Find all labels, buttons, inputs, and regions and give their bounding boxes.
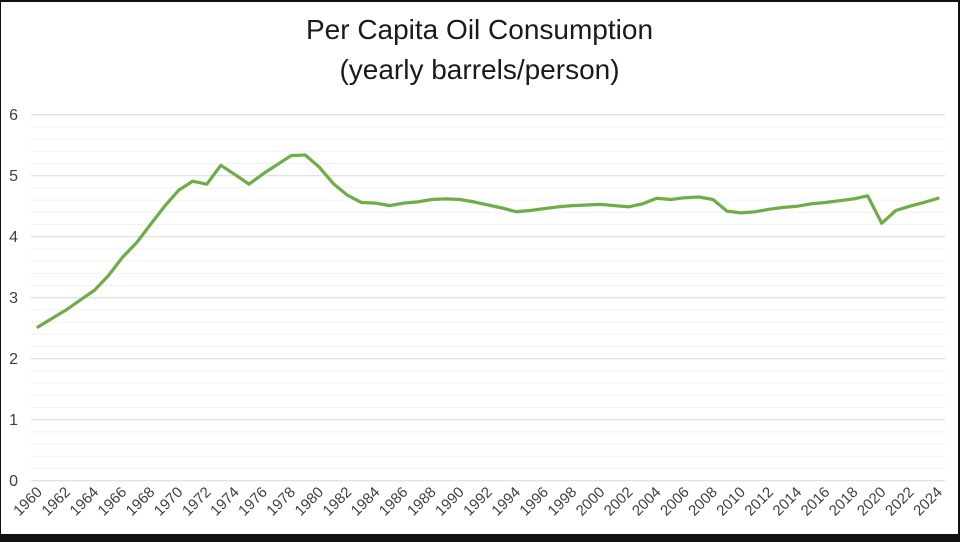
x-tick-label: 2010 [713, 484, 749, 520]
x-tick-label: 1976 [235, 484, 271, 520]
x-tick-label: 1974 [207, 484, 243, 520]
chart-canvas: 0 1 2 3 4 5 6 196019621964196619681970197219741… [9, 107, 946, 520]
x-tick-label: 1998 [545, 484, 581, 520]
x-axis-tick-labels: 1960196219641966196819701972197419761978… [10, 484, 946, 520]
major-gridlines [31, 114, 945, 482]
y-tick-label: 2 [9, 351, 18, 368]
x-tick-label: 2004 [629, 484, 665, 520]
chart-title: Per Capita Oil Consumption (yearly barre… [1, 10, 958, 90]
x-tick-label: 1962 [38, 484, 74, 520]
x-tick-label: 1968 [123, 484, 159, 520]
x-tick-label: 1982 [320, 484, 356, 520]
x-tick-label: 2018 [826, 484, 862, 520]
x-tick-label: 2008 [685, 484, 721, 520]
x-tick-label: 2022 [882, 484, 918, 520]
x-tick-label: 1984 [348, 484, 384, 520]
y-tick-label: 3 [9, 290, 18, 307]
x-tick-label: 2024 [910, 484, 946, 520]
y-tick-label: 4 [9, 229, 18, 246]
x-tick-label: 1978 [263, 484, 299, 520]
x-tick-label: 2020 [854, 484, 890, 520]
x-tick-label: 2012 [741, 484, 777, 520]
x-tick-label: 1964 [67, 484, 103, 520]
x-tick-label: 1966 [95, 484, 131, 520]
x-tick-label: 1986 [376, 484, 412, 520]
x-tick-label: 1972 [179, 484, 215, 520]
consumption-line [36, 153, 940, 329]
x-tick-label: 1994 [488, 484, 524, 520]
x-tick-label: 2014 [770, 484, 806, 520]
x-tick-label: 1988 [404, 484, 440, 520]
y-tick-label: 5 [9, 168, 18, 185]
x-tick-label: 1996 [516, 484, 552, 520]
x-tick-label: 1990 [432, 484, 468, 520]
x-tick-label: 2016 [798, 484, 834, 520]
y-tick-label: 0 [9, 473, 18, 490]
x-tick-label: 1992 [460, 484, 496, 520]
x-tick-label: 2006 [657, 484, 693, 520]
series [36, 153, 940, 329]
chart-title-line2: (yearly barrels/person) [339, 54, 620, 85]
x-tick-label: 2002 [601, 484, 637, 520]
y-axis-tick-labels: 0 1 2 3 4 5 6 [9, 107, 18, 490]
x-tick-label: 1970 [151, 484, 187, 520]
x-tick-label: 2000 [573, 484, 609, 520]
minor-gridlines [31, 126, 945, 469]
y-tick-label: 1 [9, 412, 18, 429]
y-tick-label: 6 [9, 107, 18, 124]
chart-title-line1: Per Capita Oil Consumption [305, 14, 654, 45]
x-tick-label: 1980 [292, 484, 328, 520]
